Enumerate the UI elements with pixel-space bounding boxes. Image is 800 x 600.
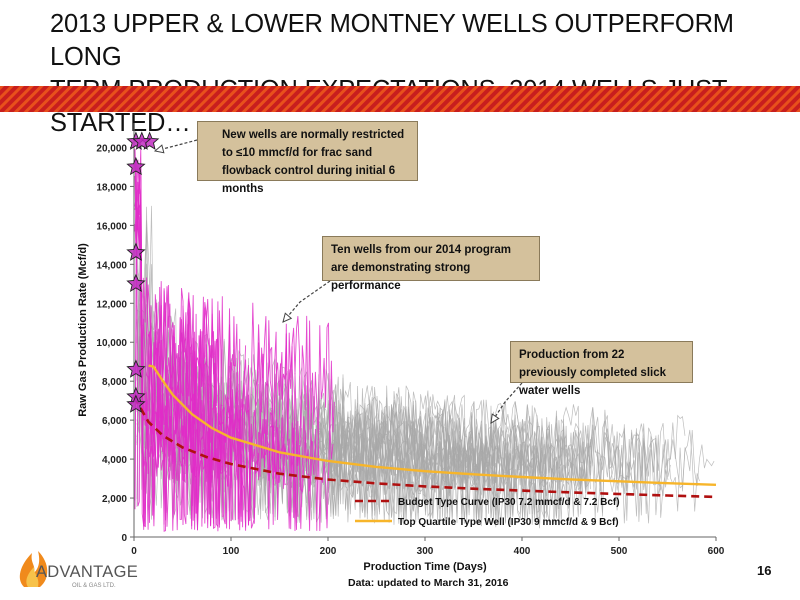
star-marker: [126, 359, 146, 378]
magenta-well-trace: [134, 163, 299, 529]
arrow-new-wells-head: [153, 144, 165, 154]
y-tick-label: 4,000: [102, 455, 127, 466]
x-tick-label: 100: [223, 546, 240, 557]
x-tick-label: 600: [708, 546, 725, 557]
top-quartile-type-curve-line: [148, 364, 717, 486]
arrow-slick-water-head: [490, 413, 500, 424]
star-marker: [126, 273, 146, 293]
legend-label: Top Quartile Type Well (IP30 9 mmcf/d & …: [398, 517, 619, 528]
star-marker: [126, 394, 146, 413]
y-tick-label: 12,000: [96, 299, 127, 310]
star-marker: [126, 156, 146, 176]
y-tick-label: 6,000: [102, 416, 127, 427]
y-tick-label: 16,000: [96, 221, 127, 232]
noise-traces: [134, 148, 715, 532]
x-tick-label: 200: [320, 546, 337, 557]
star-markers: [126, 131, 160, 413]
callout-slick-water-text: Production from 22 previously completed …: [519, 349, 667, 397]
star-marker: [126, 242, 146, 261]
page-number: 16: [757, 563, 772, 578]
grey-well-trace: [136, 304, 591, 525]
magenta-well-trace: [134, 191, 216, 515]
logo-text: ADVANTAGE: [36, 563, 139, 581]
x-tick-label: 300: [417, 546, 434, 557]
stripe-band: [0, 86, 800, 112]
magenta-well-trace: [134, 188, 287, 530]
legend-label: Budget Type Curve (IP30 7.2 mmcf/d & 7.2…: [398, 497, 620, 508]
callout-new-wells: New wells are normally restricted to ≤10…: [197, 121, 418, 195]
arrow-new-wells: [154, 139, 198, 152]
arrow-ten-wells-head: [282, 312, 293, 323]
y-tick-label: 8,000: [102, 377, 127, 388]
arrow-ten-wells: [282, 280, 331, 323]
magenta-well-trace: [134, 189, 335, 528]
y-tick-label: 14,000: [96, 260, 127, 271]
x-tick-label: 0: [131, 546, 137, 557]
callout-new-wells-text: New wells are normally restricted to ≤10…: [222, 129, 405, 195]
x-tick-label: 500: [611, 546, 628, 557]
star-marker: [132, 131, 152, 150]
advantage-logo-icon: [19, 551, 48, 587]
x-axis-label: Production Time (Days): [363, 561, 487, 573]
callout-ten-wells: Ten wells from our 2014 program are demo…: [322, 236, 540, 292]
y-tick-label: 0: [121, 533, 127, 544]
data-footnote: Data: updated to March 31, 2016: [348, 577, 509, 589]
logo-subtext: OIL & GAS LTD.: [72, 583, 116, 589]
callout-ten-wells-text: Ten wells from our 2014 program are demo…: [331, 244, 512, 292]
y-axis-label: Raw Gas Production Rate (Mcf/d): [77, 243, 89, 417]
budget-type-curve-line: [132, 396, 717, 499]
y-tick-label: 20,000: [96, 143, 127, 154]
title-stripe: [0, 86, 800, 112]
x-tick-label: 400: [514, 546, 531, 557]
callout-slick-water: Production from 22 previously completed …: [510, 341, 693, 397]
y-tick-label: 2,000: [102, 494, 127, 505]
y-tick-label: 10,000: [96, 338, 127, 349]
title-line-1: 2013 UPPER & LOWER MONTNEY WELLS OUTPERF…: [50, 10, 734, 71]
chart-legend: Budget Type Curve (IP30 7.2 mmcf/d & 7.2…: [355, 497, 620, 528]
y-tick-label: 18,000: [96, 182, 127, 193]
